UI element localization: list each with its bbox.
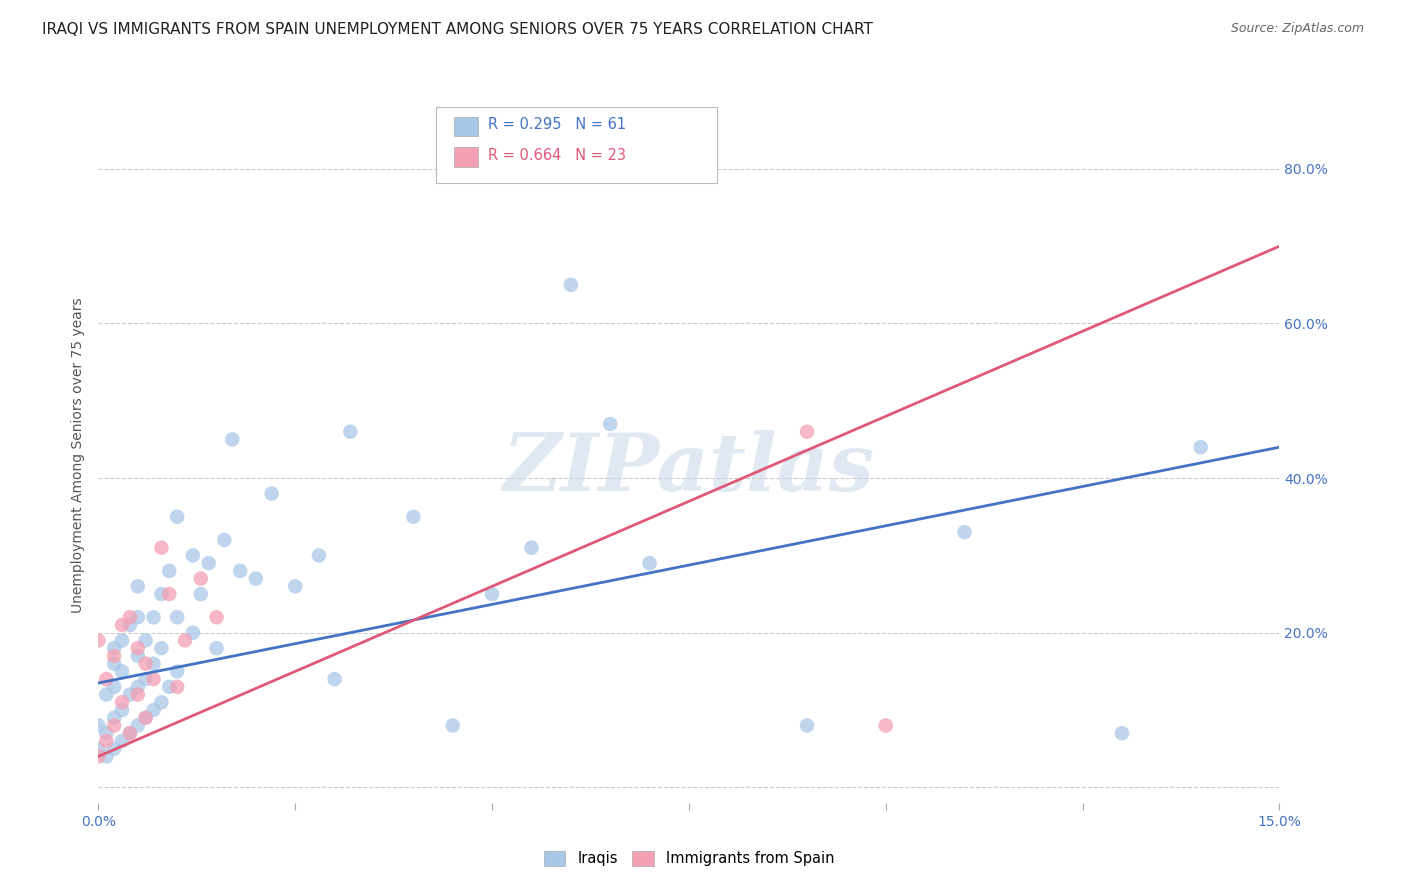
Point <box>150 641 173 656</box>
Point <box>118 610 141 624</box>
Point <box>157 680 180 694</box>
Point <box>284 579 307 593</box>
Point <box>214 533 236 547</box>
Point <box>245 572 267 586</box>
Point <box>127 579 149 593</box>
Point <box>308 549 330 563</box>
Point <box>339 425 361 439</box>
Point <box>118 688 141 702</box>
Point <box>1189 440 1212 454</box>
Y-axis label: Unemployment Among Seniors over 75 years: Unemployment Among Seniors over 75 years <box>72 297 86 613</box>
Point <box>166 665 188 679</box>
Point <box>118 618 141 632</box>
Point <box>111 665 134 679</box>
Point <box>157 564 180 578</box>
Point <box>118 726 141 740</box>
Point <box>111 618 134 632</box>
Point <box>796 425 818 439</box>
Point <box>111 695 134 709</box>
Point <box>166 509 188 524</box>
Point <box>197 556 219 570</box>
Point <box>166 610 188 624</box>
Point <box>103 680 125 694</box>
Point <box>96 672 118 686</box>
Point <box>111 633 134 648</box>
Point <box>135 657 157 671</box>
Point <box>127 718 149 732</box>
Text: ZIPatlas: ZIPatlas <box>503 430 875 508</box>
Point <box>157 587 180 601</box>
Point <box>127 641 149 656</box>
Point <box>142 610 165 624</box>
Point <box>87 633 110 648</box>
Point <box>96 734 118 748</box>
Point <box>205 641 228 656</box>
Point <box>127 688 149 702</box>
Point <box>560 277 582 292</box>
Point <box>150 587 173 601</box>
Point <box>402 509 425 524</box>
Point <box>142 657 165 671</box>
Point <box>638 556 661 570</box>
Text: Source: ZipAtlas.com: Source: ZipAtlas.com <box>1230 22 1364 36</box>
Point <box>481 587 503 601</box>
Point <box>127 648 149 663</box>
Point <box>260 486 283 500</box>
Point <box>103 657 125 671</box>
Point <box>221 433 243 447</box>
Point <box>229 564 252 578</box>
Point <box>103 741 125 756</box>
Point <box>135 633 157 648</box>
Point <box>96 749 118 764</box>
Point <box>150 695 173 709</box>
Point <box>953 525 976 540</box>
Point <box>441 718 464 732</box>
Point <box>1111 726 1133 740</box>
Point <box>87 749 110 764</box>
Point <box>520 541 543 555</box>
Point <box>875 718 897 732</box>
Point <box>190 587 212 601</box>
Point <box>135 711 157 725</box>
Point <box>190 572 212 586</box>
Point <box>150 541 173 555</box>
Point <box>599 417 621 431</box>
Point <box>323 672 346 686</box>
Point <box>103 718 125 732</box>
Point <box>181 625 204 640</box>
Point <box>127 680 149 694</box>
Point <box>96 688 118 702</box>
Text: R = 0.664   N = 23: R = 0.664 N = 23 <box>488 148 626 162</box>
Point <box>174 633 197 648</box>
Point <box>103 641 125 656</box>
Point <box>111 703 134 717</box>
Point <box>127 610 149 624</box>
Point <box>135 711 157 725</box>
Point <box>796 718 818 732</box>
Text: R = 0.295   N = 61: R = 0.295 N = 61 <box>488 118 626 132</box>
Point <box>166 680 188 694</box>
Point <box>87 741 110 756</box>
Text: IRAQI VS IMMIGRANTS FROM SPAIN UNEMPLOYMENT AMONG SENIORS OVER 75 YEARS CORRELAT: IRAQI VS IMMIGRANTS FROM SPAIN UNEMPLOYM… <box>42 22 873 37</box>
Point <box>103 648 125 663</box>
Point <box>205 610 228 624</box>
Point <box>135 672 157 686</box>
Point <box>142 703 165 717</box>
Point <box>96 726 118 740</box>
Point <box>111 734 134 748</box>
Point <box>87 718 110 732</box>
Point <box>118 726 141 740</box>
Point <box>181 549 204 563</box>
Point <box>142 672 165 686</box>
Legend: Iraqis, Immigrants from Spain: Iraqis, Immigrants from Spain <box>537 845 841 872</box>
Point <box>103 711 125 725</box>
